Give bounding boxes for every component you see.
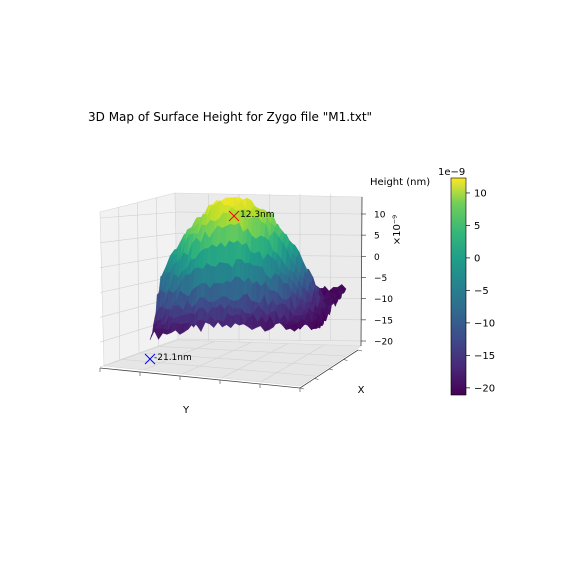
z-tick-label: −5 [374,274,387,284]
y-axis-line [99,367,301,389]
z-axis-line [360,196,363,347]
surface-facet [315,323,322,329]
x-tick [314,378,319,380]
z-tick-label: −20 [374,338,393,348]
x-tick [299,387,305,390]
z-tick-label: 0 [374,253,380,263]
chart-title: 3D Map of Surface Height for Zygo file "… [88,110,373,124]
colorbar-multiplier: 1e−9 [438,167,465,178]
y-axis-ticks [99,368,301,392]
x-axis-label: X [358,385,365,396]
y-axis-label: Y [182,405,190,416]
z-tick-label: 5 [374,232,380,242]
min-label: -21.1nm [154,353,192,363]
x-tick [357,349,363,352]
colorbar-tick-label: −20 [474,383,495,394]
colorbar-ticks: 10 5 0 −5 −10 −15 −20 [466,188,495,394]
z-tick-label: 10 [374,211,386,221]
colorbar-tick-label: −5 [474,286,489,297]
colorbar-tick-label: −15 [474,351,495,362]
z-tick-label: −15 [374,316,393,326]
x-tick [328,368,334,371]
x-tick [343,359,348,361]
z-axis-multiplier: ×10⁻⁹ [392,215,403,245]
colorbar-tick-label: 5 [474,221,480,232]
colorbar [450,177,467,396]
z-tick-label: −10 [374,295,393,305]
colorbar-tick-label: −10 [474,318,495,329]
max-annotation: 12.3nm [228,210,275,222]
z-axis-ticks: 10 5 0 −5 −10 −15 −20 [361,211,393,348]
x-axis-ticks [299,349,363,390]
surface-mesh [149,196,347,341]
z-axis-label: Height (nm) [370,177,430,188]
colorbar-tick-label: 0 [474,253,480,264]
min-annotation: -21.1nm [144,353,192,365]
colorbar-tick-label: 10 [474,188,487,199]
max-label: 12.3nm [240,210,275,220]
